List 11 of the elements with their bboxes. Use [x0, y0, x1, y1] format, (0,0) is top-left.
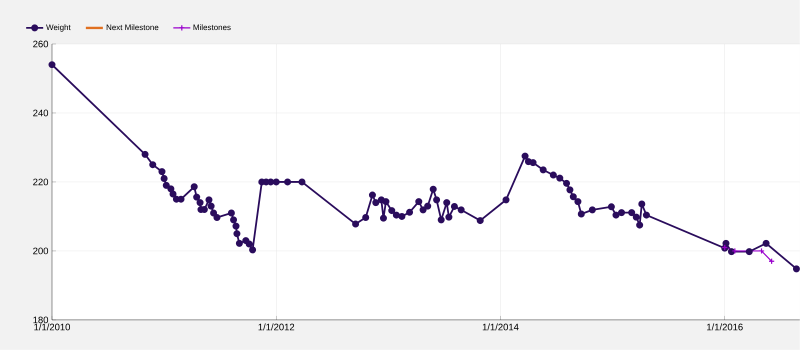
y-tick-label: 220: [33, 178, 48, 186]
x-tick-label: 1/1/2012: [258, 323, 294, 330]
y-tick-label: 200: [33, 248, 48, 254]
x-tick-label: 1/1/2010: [34, 323, 70, 330]
y-tick-label: 240: [33, 110, 48, 116]
point: [758, 248, 765, 254]
point: [732, 248, 738, 254]
x-tick-label: 1/1/2016: [707, 323, 743, 330]
y-tick-label: 260: [33, 40, 48, 48]
y-tick-label: 180: [33, 316, 48, 324]
x-tick-label: 1/1/2014: [482, 323, 519, 330]
